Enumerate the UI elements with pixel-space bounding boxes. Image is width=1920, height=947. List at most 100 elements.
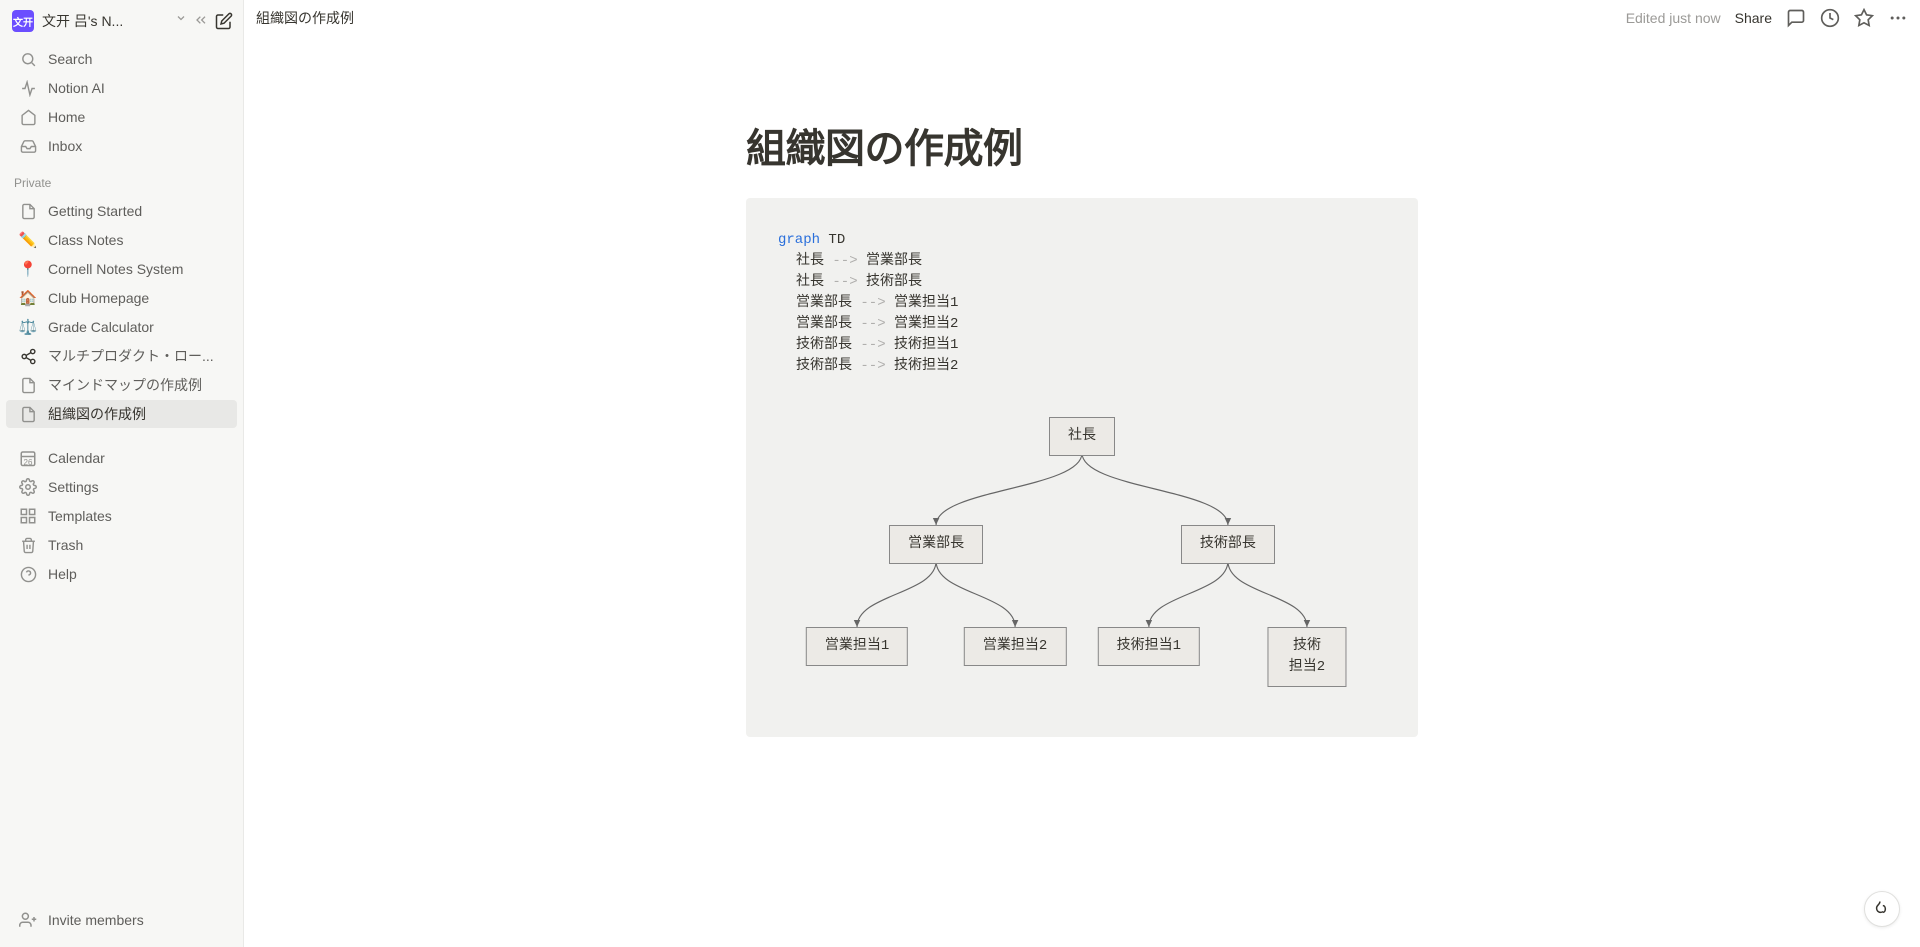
chart-node: 営業部長 [889,525,983,564]
sidebar-page-item[interactable]: 組織図の作成例 [6,400,237,428]
calendar-icon: 26 [18,449,38,467]
sidebar-item-templates[interactable]: Templates [6,502,237,530]
sidebar-item-label: Trash [48,537,83,553]
sidebar-item-help[interactable]: Help [6,560,237,588]
workspace-icon: 文开 [12,10,34,32]
code-arrow: --> [860,358,885,374]
chart-node: 技術担当2 [1267,627,1346,687]
chart-node: 営業担当1 [806,627,908,666]
code-arrow: --> [832,253,857,269]
more-icon[interactable] [1888,8,1908,28]
page-icon [18,377,38,394]
sidebar-page-item[interactable]: マルチプロダクト・ロー... [6,342,237,370]
gear-icon [18,478,38,496]
sidebar-item-label: Cornell Notes System [48,261,183,277]
sidebar-item-label: Help [48,566,77,582]
trash-icon [18,537,38,554]
code-node: 社長 [796,253,824,269]
sidebar-item-label: Templates [48,508,112,524]
page-icon [18,348,38,365]
sidebar: 文开 文开 吕's N... Search Notion AI Home [0,0,244,947]
sidebar-item-home[interactable]: Home [6,103,237,131]
history-icon[interactable] [1820,8,1840,28]
sidebar-item-search[interactable]: Search [6,45,237,73]
sidebar-item-calendar[interactable]: 26 Calendar [6,444,237,472]
code-node: 営業担当2 [894,316,958,332]
code-node: 技術担当2 [894,358,958,374]
sidebar-page-item[interactable]: ⚖️ Grade Calculator [6,313,237,341]
chart-node: 技術担当1 [1098,627,1200,666]
topbar: 組織図の作成例 Edited just now Share [244,0,1920,36]
sidebar-item-notion-ai[interactable]: Notion AI [6,74,237,102]
share-button[interactable]: Share [1735,10,1772,26]
sidebar-item-label: Notion AI [48,80,105,96]
org-chart-diagram: 社長営業部長技術部長営業担当1営業担当2技術担当1技術担当2 [778,417,1386,717]
sidebar-page-item[interactable]: Getting Started [6,197,237,225]
chart-edge [1149,561,1228,627]
code-arrow: --> [832,274,857,290]
chart-edge [1228,561,1307,627]
sidebar-page-item[interactable]: 📍Cornell Notes System [6,255,237,283]
sidebar-item-label: Calendar [48,450,105,466]
sidebar-item-label: Class Notes [48,232,123,248]
sidebar-item-label: Invite members [48,912,144,928]
edited-time: Edited just now [1626,10,1721,26]
templates-icon [18,507,38,525]
chart-edge [936,453,1082,525]
code-node: 技術部長 [796,358,852,374]
sidebar-page-item[interactable]: 🏠Club Homepage [6,284,237,312]
search-icon [18,51,38,68]
code-direction: TD [828,232,845,248]
page-icon [18,203,38,220]
comments-icon[interactable] [1786,8,1806,28]
code-arrow: --> [860,295,885,311]
star-icon[interactable] [1854,8,1874,28]
chart-edge [857,561,936,627]
help-icon [18,566,38,583]
code-node: 営業部長 [866,253,922,269]
sidebar-item-invite-members[interactable]: Invite members [6,906,237,934]
chart-node: 技術部長 [1181,525,1275,564]
sidebar-item-settings[interactable]: Settings [6,473,237,501]
invite-icon [18,911,38,929]
page-icon: ✏️ [18,231,38,249]
chevron-down-icon[interactable] [175,12,187,30]
code-node: 技術部長 [866,274,922,290]
sidebar-item-label: マインドマップの作成例 [48,375,202,395]
sidebar-page-item[interactable]: マインドマップの作成例 [6,371,237,399]
inbox-icon [18,138,38,155]
sidebar-item-label: Inbox [48,138,82,154]
sidebar-item-label: マルチプロダクト・ロー... [48,346,214,366]
mermaid-code-block[interactable]: graph TD 社長 --> 営業部長社長 --> 技術部長営業部長 --> … [746,198,1418,737]
page-icon [18,406,38,423]
chart-edge [1082,453,1228,525]
page-icon: 🏠 [18,289,38,307]
sidebar-item-inbox[interactable]: Inbox [6,132,237,160]
home-icon [18,109,38,126]
ai-assistant-fab[interactable] [1864,891,1900,927]
sidebar-item-label: Getting Started [48,203,142,219]
page-title: 組織図の作成例 [746,116,1418,174]
code-arrow: --> [860,337,885,353]
code-keyword: graph [778,232,820,248]
sidebar-item-label: Search [48,51,92,67]
breadcrumb[interactable]: 組織図の作成例 [256,8,354,28]
code-node: 営業担当1 [894,295,958,311]
code-node: 営業部長 [796,316,852,332]
section-label-private: Private [0,170,243,196]
compose-icon[interactable] [215,12,233,30]
code-node: 営業部長 [796,295,852,311]
collapse-sidebar-icon[interactable] [193,12,209,30]
sidebar-item-label: Grade Calculator [48,319,154,335]
sidebar-item-label: Settings [48,479,99,495]
code-node: 技術部長 [796,337,852,353]
sidebar-page-item[interactable]: ✏️ Class Notes [6,226,237,254]
ai-sparkle-icon [18,80,38,97]
chart-node: 社長 [1049,417,1115,456]
code-arrow: --> [860,316,885,332]
code-node: 社長 [796,274,824,290]
workspace-switcher[interactable]: 文开 文开 吕's N... [0,0,243,42]
code-node: 技術担当1 [894,337,958,353]
sidebar-item-trash[interactable]: Trash [6,531,237,559]
page-icon: ⚖️ [18,318,38,336]
